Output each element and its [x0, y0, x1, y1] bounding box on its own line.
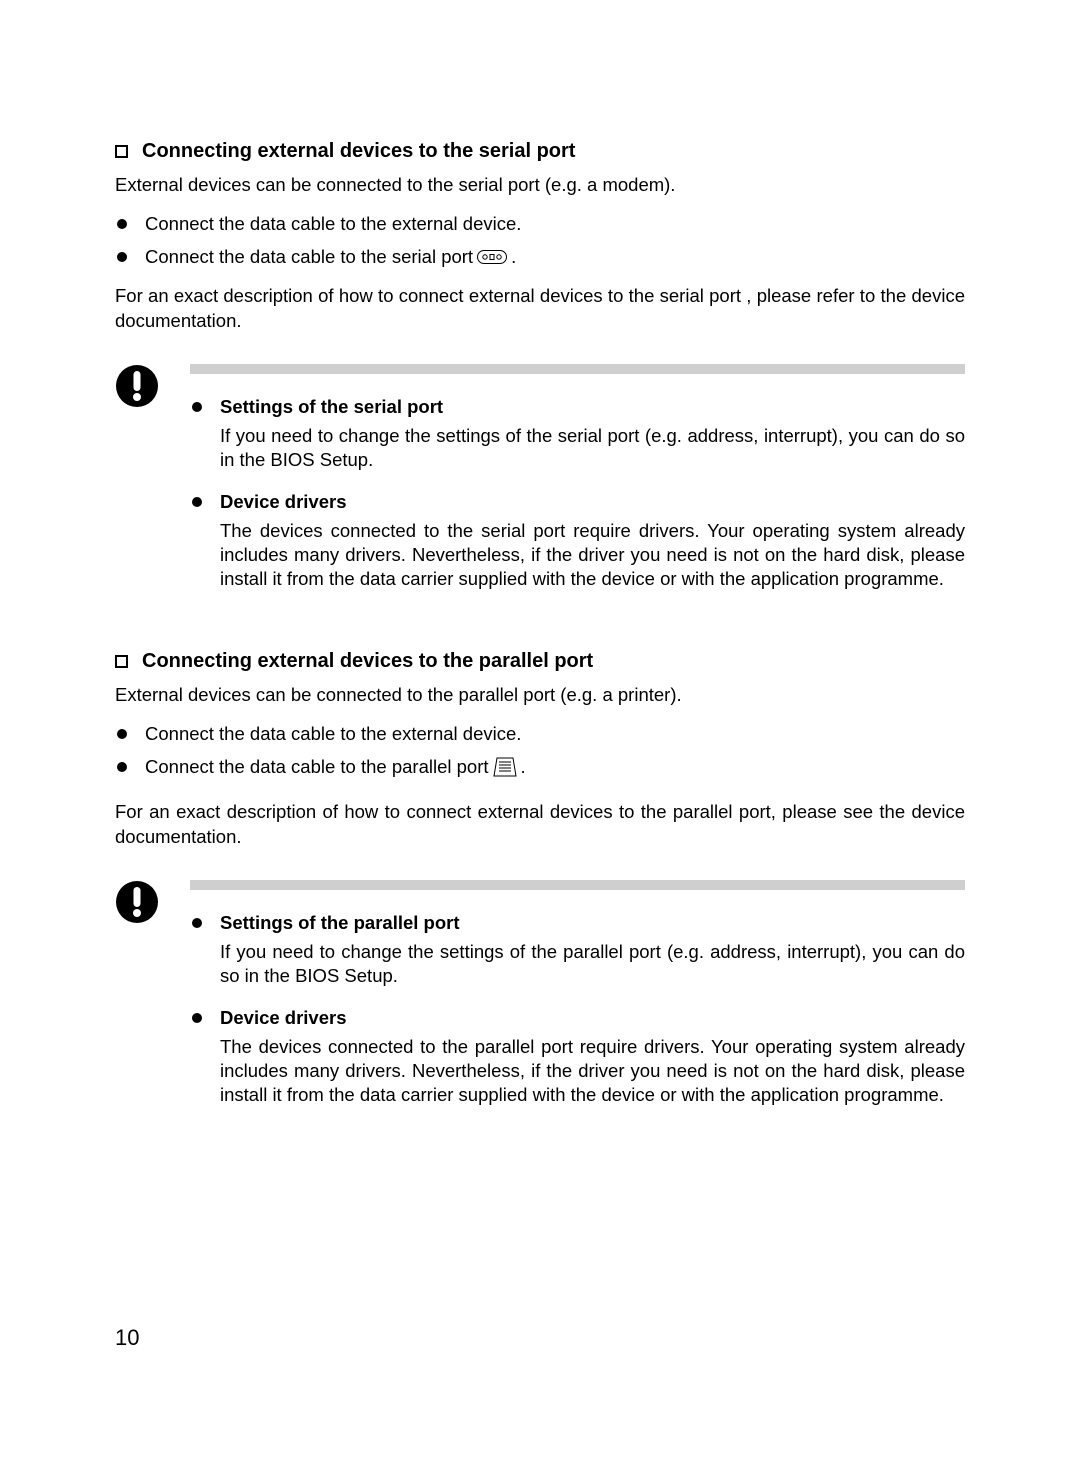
- list-item: Connect the data cable to the external d…: [115, 212, 965, 237]
- section1-heading: Connecting external devices to the seria…: [115, 140, 965, 163]
- note-heading: Device drivers: [190, 1007, 965, 1029]
- note-heading-text: Device drivers: [220, 491, 347, 513]
- round-bullet-icon: [192, 402, 202, 412]
- note-heading-text: Device drivers: [220, 1007, 347, 1029]
- bullet-text: Connect the data cable to the external d…: [145, 212, 521, 237]
- section1-intro: External devices can be connected to the…: [115, 173, 965, 198]
- note-item: Settings of the serial port If you need …: [190, 396, 965, 473]
- list-item: Connect the data cable to the serial por…: [115, 245, 965, 270]
- bullet-text: Connect the data cable to the external d…: [145, 722, 521, 747]
- bullet-suffix: .: [521, 755, 526, 780]
- note-heading-text: Settings of the parallel port: [220, 912, 460, 934]
- exclamation-icon: [115, 880, 159, 929]
- note-heading: Settings of the parallel port: [190, 912, 965, 934]
- section2-followup: For an exact description of how to conne…: [115, 800, 965, 850]
- exclamation-icon: [115, 364, 159, 413]
- round-bullet-icon: [192, 1013, 202, 1023]
- square-bullet-icon: [115, 145, 128, 158]
- section1-note-block: Settings of the serial port If you need …: [115, 364, 965, 592]
- section2-intro: External devices can be connected to the…: [115, 683, 965, 708]
- note-content: Settings of the serial port If you need …: [190, 396, 965, 592]
- section2-bullet-list: Connect the data cable to the external d…: [115, 722, 965, 780]
- page-number: 10: [115, 1325, 139, 1351]
- note-body: If you need to change the settings of th…: [220, 424, 965, 473]
- section2-heading-text: Connecting external devices to the paral…: [142, 650, 593, 673]
- section1-heading-text: Connecting external devices to the seria…: [142, 140, 575, 163]
- serial-port-icon: [477, 250, 507, 264]
- square-bullet-icon: [115, 655, 128, 668]
- note-item: Settings of the parallel port If you nee…: [190, 912, 965, 989]
- round-bullet-icon: [117, 219, 127, 229]
- list-item: Connect the data cable to the external d…: [115, 722, 965, 747]
- note-body: If you need to change the settings of th…: [220, 940, 965, 989]
- note-content: Settings of the parallel port If you nee…: [190, 912, 965, 1108]
- note-body: The devices connected to the serial port…: [220, 519, 965, 592]
- note-divider-bar: [190, 364, 965, 374]
- list-item: Connect the data cable to the parallel p…: [115, 755, 965, 780]
- note-heading: Settings of the serial port: [190, 396, 965, 418]
- note-body: The devices connected to the parallel po…: [220, 1035, 965, 1108]
- section2-heading: Connecting external devices to the paral…: [115, 650, 965, 673]
- note-heading: Device drivers: [190, 491, 965, 513]
- note-divider-bar: [190, 880, 965, 890]
- note-heading-text: Settings of the serial port: [220, 396, 443, 418]
- section1-bullet-list: Connect the data cable to the external d…: [115, 212, 965, 270]
- bullet-text: Connect the data cable to the serial por…: [145, 245, 473, 270]
- round-bullet-icon: [117, 252, 127, 262]
- section2-note-block: Settings of the parallel port If you nee…: [115, 880, 965, 1108]
- note-item: Device drivers The devices connected to …: [190, 491, 965, 592]
- round-bullet-icon: [117, 762, 127, 772]
- parallel-port-icon: [493, 756, 517, 778]
- bullet-suffix: .: [511, 245, 516, 270]
- round-bullet-icon: [192, 918, 202, 928]
- round-bullet-icon: [192, 497, 202, 507]
- round-bullet-icon: [117, 729, 127, 739]
- note-item: Device drivers The devices connected to …: [190, 1007, 965, 1108]
- bullet-text: Connect the data cable to the parallel p…: [145, 755, 489, 780]
- section1-followup: For an exact description of how to conne…: [115, 284, 965, 334]
- document-page: Connecting external devices to the seria…: [0, 0, 1080, 1471]
